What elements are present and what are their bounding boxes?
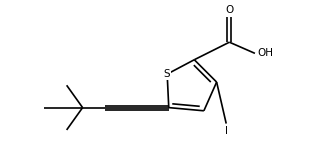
Text: OH: OH: [257, 48, 274, 58]
Text: O: O: [225, 5, 233, 15]
Text: S: S: [164, 69, 170, 79]
Text: I: I: [225, 126, 228, 136]
